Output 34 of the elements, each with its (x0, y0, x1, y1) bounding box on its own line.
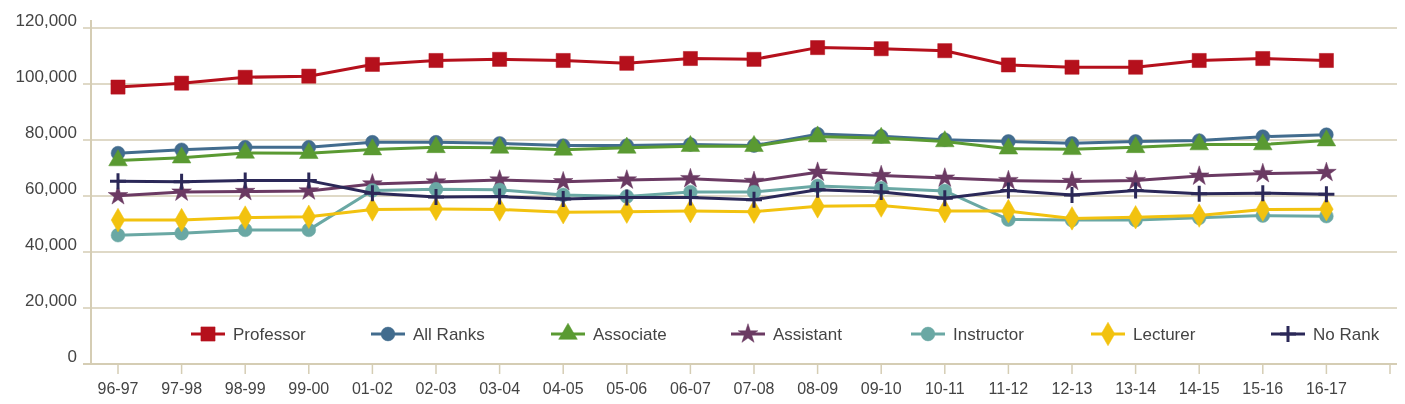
x-tick-label: 10-11 (924, 380, 965, 397)
legend-label: Lecturer (1133, 324, 1196, 344)
legend-label: Assistant (773, 324, 843, 344)
x-tick-label: 08-09 (797, 380, 839, 397)
y-tick-label: 60,000 (25, 179, 77, 199)
x-tick-label: 05-06 (606, 380, 648, 397)
x-tick-label: 03-04 (479, 380, 521, 397)
legend-label: All Ranks (413, 324, 485, 344)
x-tick-label: 09-10 (860, 380, 902, 397)
legend-label: Professor (233, 324, 307, 344)
x-tick-label: 99-00 (288, 380, 330, 397)
x-tick-label: 02-03 (415, 380, 457, 397)
legend-label: Instructor (953, 324, 1025, 344)
x-tick-label: 07-08 (733, 380, 775, 397)
x-tick-label: 96-97 (97, 380, 139, 397)
y-tick-label: 40,000 (25, 235, 77, 255)
y-tick-label: 20,000 (25, 291, 77, 311)
x-tick-label: 12-13 (1051, 380, 1093, 397)
x-tick-label: 16-17 (1305, 380, 1347, 397)
y-tick-label: 120,000 (15, 11, 77, 31)
x-tick-label: 15-16 (1242, 380, 1284, 397)
y-tick-label: 0 (67, 347, 77, 367)
x-tick-label: 11-12 (988, 380, 1029, 397)
legend-label: No Rank (1313, 324, 1380, 344)
x-tick-label: 01-02 (351, 380, 393, 397)
x-tick-label: 06-07 (669, 380, 711, 397)
x-tick-label: 04-05 (542, 380, 584, 397)
x-tick-label: 98-99 (224, 380, 266, 397)
x-tick-label: 13-14 (1115, 380, 1157, 397)
legend-label: Associate (593, 324, 667, 344)
y-tick-label: 100,000 (15, 67, 77, 87)
x-tick-label: 14-15 (1178, 380, 1220, 397)
x-tick-label: 97-98 (161, 380, 203, 397)
y-tick-label: 80,000 (25, 123, 77, 143)
